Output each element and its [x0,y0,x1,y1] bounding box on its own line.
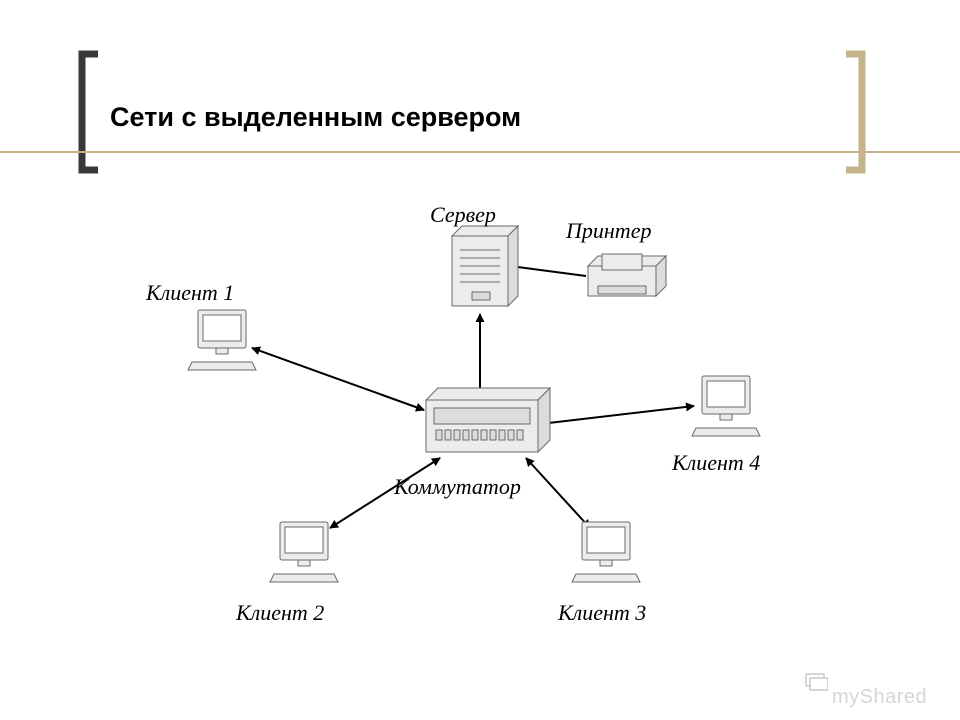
printer-icon [588,254,666,296]
node-label: Клиент 1 [145,280,234,305]
node-label: Коммутатор [393,474,521,499]
client-icon [572,522,640,582]
switch-icon [426,388,550,452]
server-icon [452,226,518,306]
slide: { "canvas": { "w": 960, "h": 720, "bg": … [0,0,960,720]
node-label: Сервер [430,202,496,227]
node-label: Клиент 3 [557,600,646,625]
node-label: Клиент 2 [235,600,324,625]
diagram-canvas: Сервер Принтер Коммутатор Клиент 1 Клиент 2 К… [0,0,960,720]
client-icon [270,522,338,582]
node-label: Принтер [565,218,651,243]
node-label: Клиент 4 [671,450,760,475]
client-icon [692,376,760,436]
client-icon [188,310,256,370]
